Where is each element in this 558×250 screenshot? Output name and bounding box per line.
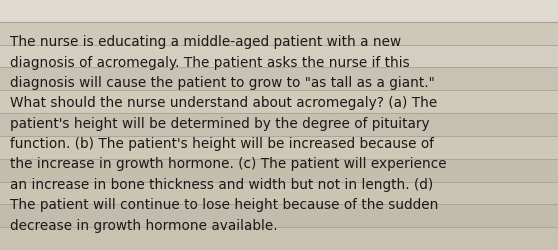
- Bar: [0, 46, 558, 68]
- Bar: [0, 91, 558, 114]
- Bar: [0, 204, 558, 227]
- Bar: [0, 159, 558, 182]
- Bar: [0, 68, 558, 91]
- Bar: [0, 0, 558, 23]
- Bar: [0, 136, 558, 159]
- Bar: [0, 227, 558, 250]
- Text: The nurse is educating a middle-aged patient with a new
diagnosis of acromegaly.: The nurse is educating a middle-aged pat…: [10, 35, 446, 232]
- Bar: [0, 182, 558, 204]
- Bar: [0, 23, 558, 46]
- Bar: [0, 114, 558, 136]
